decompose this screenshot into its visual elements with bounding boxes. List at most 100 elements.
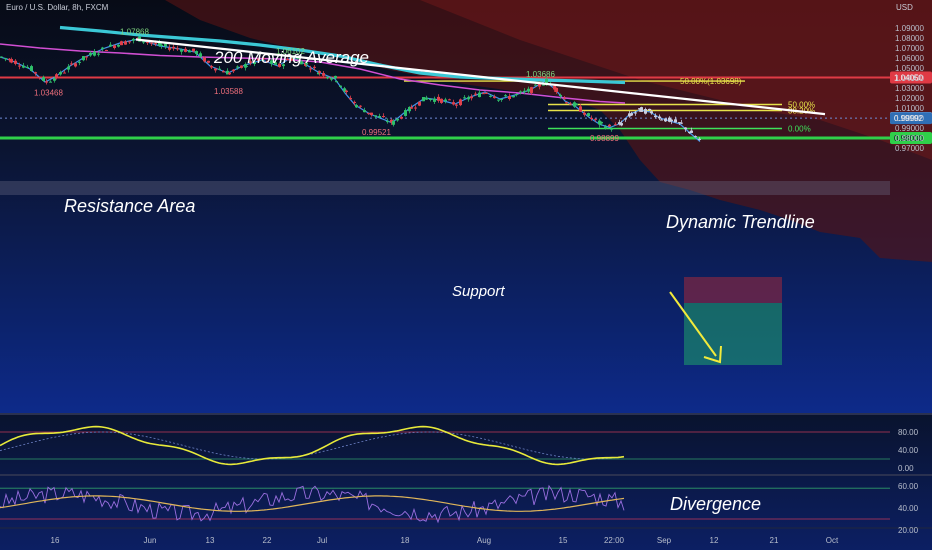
candle-body	[437, 96, 440, 101]
osc2-tick-label: 20.00	[898, 526, 919, 535]
osc2-tick-label: 40.00	[898, 504, 919, 513]
osc2-rsi-line	[0, 484, 625, 524]
candle-body	[429, 98, 432, 101]
candle-body	[176, 48, 179, 50]
candle-body	[93, 51, 96, 56]
candle-body	[594, 118, 597, 120]
candle-body	[630, 113, 633, 116]
candle-body	[120, 41, 123, 46]
cloud-band-upper	[420, 0, 932, 160]
y-tick-label: 1.09000	[895, 24, 924, 33]
candle-body	[26, 66, 29, 68]
candle-body	[160, 44, 163, 47]
swing-price-label: 0.98899	[590, 134, 619, 143]
candle-body	[650, 111, 653, 114]
candle-body	[664, 118, 667, 122]
candle-body	[300, 61, 303, 65]
candle-body	[610, 128, 613, 130]
swing-price-label: 1.06102	[276, 47, 305, 56]
candle-body	[318, 71, 321, 73]
candle-body	[290, 58, 293, 61]
candle-body	[150, 42, 153, 44]
candle-body	[608, 124, 611, 127]
candle-body	[668, 117, 671, 122]
candle-body	[82, 56, 85, 61]
candle-body	[180, 49, 183, 52]
candle-body	[117, 44, 120, 47]
candle-body	[172, 46, 175, 49]
price-tag-label: 0.98000	[894, 134, 923, 143]
candle-body	[553, 86, 556, 90]
candle-body	[124, 41, 127, 45]
price-tag-label: 0.99992	[894, 114, 923, 123]
price-tag	[890, 132, 932, 144]
candle-body	[459, 99, 462, 106]
candle-body	[474, 93, 477, 95]
candle-body	[523, 90, 526, 92]
dynamic-trendline	[135, 38, 826, 116]
y-tick-label: 1.07000	[895, 44, 924, 53]
candle-body	[353, 101, 356, 104]
candle-body	[343, 88, 346, 92]
candle-body	[485, 92, 488, 94]
candle-body	[579, 106, 582, 112]
candle-body	[563, 98, 566, 100]
resistance-annotation: Resistance Area	[64, 196, 196, 216]
candle-body	[497, 99, 500, 101]
candle-body	[296, 58, 299, 60]
candle-body	[188, 50, 191, 53]
projection-arrow-shaft	[669, 291, 717, 357]
candle-body	[678, 122, 681, 124]
candle-body	[690, 130, 693, 133]
candle-body	[367, 112, 370, 114]
resistance-area-zone	[0, 181, 890, 195]
candle-body	[418, 101, 421, 106]
price-tag	[890, 112, 932, 125]
candle-body	[164, 43, 167, 47]
swing-price-label: 1.03686	[526, 70, 555, 79]
candle-body	[270, 60, 273, 64]
candle-body	[154, 43, 157, 45]
candle-body	[203, 57, 206, 62]
candle-body	[322, 73, 325, 76]
candle-body	[218, 68, 221, 70]
candle-body	[448, 99, 451, 101]
y-tick-label: 1.03000	[895, 84, 924, 93]
y-tick-label: 1.06000	[895, 54, 924, 63]
candle-body	[674, 119, 677, 123]
candle-body	[684, 127, 687, 130]
candle-body	[363, 110, 366, 113]
candle-body	[500, 98, 503, 101]
candle-body	[286, 58, 289, 61]
candle-body	[425, 97, 428, 100]
candle-body	[575, 103, 578, 106]
candle-body	[228, 72, 231, 75]
x-tick-label: Aug	[477, 536, 491, 545]
divergence-annotation: Divergence	[670, 494, 762, 514]
candle-body	[640, 107, 643, 112]
candle-body	[14, 60, 17, 64]
candle-body	[534, 84, 537, 86]
candle-body	[392, 121, 395, 125]
x-tick-label: 21	[770, 536, 779, 545]
candle-body	[18, 65, 21, 67]
candle-body	[34, 72, 37, 74]
osc1-tick-label: 40.00	[898, 446, 919, 455]
x-tick-label: 18	[401, 536, 410, 545]
candle-body	[414, 107, 417, 109]
candle-body	[70, 63, 73, 65]
x-tick-label: Oct	[826, 536, 839, 545]
candle-body	[38, 76, 41, 78]
y-tick-label: 1.05000	[895, 64, 924, 73]
candle-body	[158, 42, 161, 46]
candle-body	[614, 124, 617, 126]
candle-body	[0, 56, 3, 58]
ma-short-line	[0, 43, 626, 104]
candle-body	[101, 47, 104, 49]
candle-body	[305, 62, 308, 65]
candle-body	[85, 56, 88, 58]
candle-body	[527, 88, 530, 92]
candle-body	[4, 58, 7, 60]
candle-body	[142, 41, 145, 43]
